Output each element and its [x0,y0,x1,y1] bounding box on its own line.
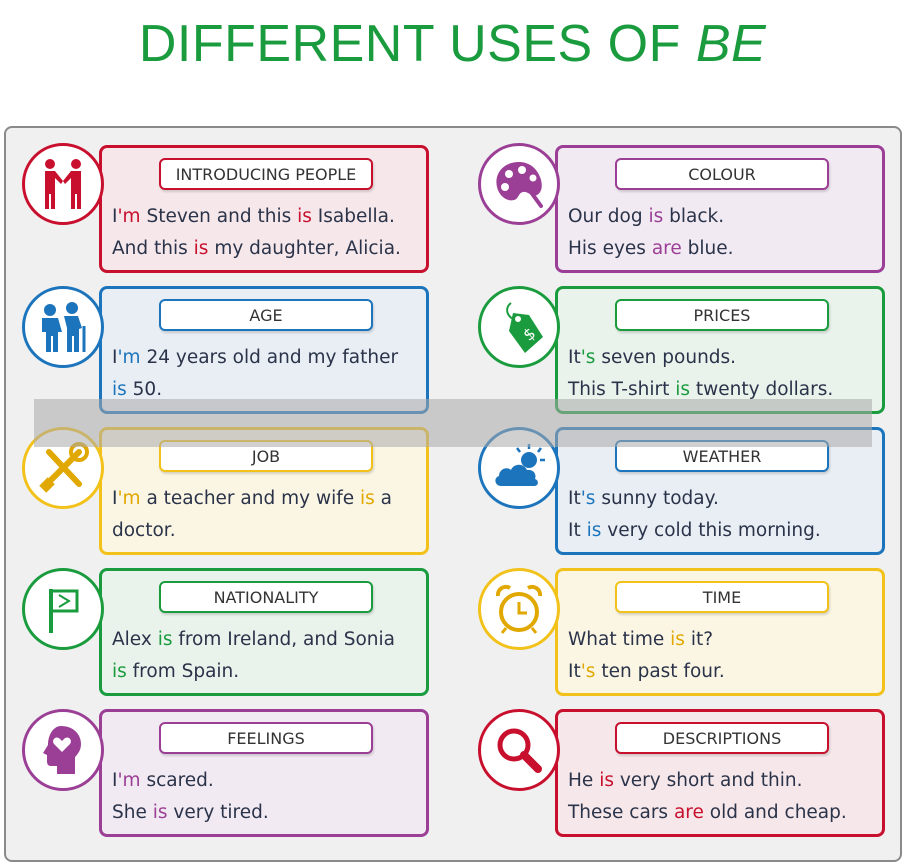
card-label: WEATHER [615,440,829,472]
example-line: And this is my daughter, Alicia. [112,238,401,259]
price-tag-icon: $ [478,286,560,368]
example-line: These cars are old and cheap. [568,802,847,823]
example-line: I'm scared. [112,770,214,791]
card-weather: WEATHER It's sunny today. It is very col… [555,427,885,555]
elderly-couple-icon [22,286,104,368]
card-label: PRICES [615,299,829,331]
title-be: BE [695,15,767,73]
card-label: TIME [615,581,829,613]
example-line: I'm a teacher and my wife is a [112,488,392,509]
tools-icon [22,427,104,509]
card-feelings: FEELINGS I'm scared. She is very tired. [99,709,429,837]
example-line: She is very tired. [112,802,269,823]
example-line: is from Spain. [112,661,240,682]
card-label: NATIONALITY [159,581,373,613]
card-introducing-people: INTRODUCING PEOPLE I'm Steven and this i… [99,145,429,273]
example-line: What time is it? [568,629,714,650]
title-main: DIFFERENT USES OF [138,15,681,73]
palette-icon [478,143,560,225]
card-label: INTRODUCING PEOPLE [159,158,373,190]
card-nationality: NATIONALITY Alex is from Ireland, and So… [99,568,429,696]
card-job: JOB I'm a teacher and my wife is a docto… [99,427,429,555]
card-label: DESCRIPTIONS [615,722,829,754]
handshake-icon [22,143,104,225]
example-line: Our dog is black. [568,206,725,227]
example-line: It is very cold this morning. [568,520,821,541]
example-line: He is very short and thin. [568,770,803,791]
page-title: DIFFERENT USES OF BE [0,14,905,74]
card-label: COLOUR [615,158,829,190]
card-prices: PRICES It's seven pounds. This T-shirt i… [555,286,885,414]
example-line: It's seven pounds. [568,347,737,368]
example-line: This T-shirt is twenty dollars. [568,379,834,400]
example-line: His eyes are blue. [568,238,734,259]
alarm-clock-icon [478,568,560,650]
example-line: It's ten past four. [568,661,725,682]
example-line: doctor. [112,520,176,541]
example-line: I'm 24 years old and my father [112,347,399,368]
example-line: I'm Steven and this is Isabella. [112,206,395,227]
example-line: is 50. [112,379,163,400]
example-line: It's sunny today. [568,488,719,509]
card-label: AGE [159,299,373,331]
card-time: TIME What time is it? It's ten past four… [555,568,885,696]
card-descriptions: DESCRIPTIONS He is very short and thin. … [555,709,885,837]
card-label: FEELINGS [159,722,373,754]
card-label: JOB [159,440,373,472]
magnifier-icon [478,709,560,791]
card-colour: COLOUR Our dog is black. His eyes are bl… [555,145,885,273]
flag-icon [22,568,104,650]
cloud-sun-icon [478,427,560,509]
card-age: AGE I'm 24 years old and my father is 50… [99,286,429,414]
head-heart-icon [22,709,104,791]
example-line: Alex is from Ireland, and Sonia [112,629,395,650]
